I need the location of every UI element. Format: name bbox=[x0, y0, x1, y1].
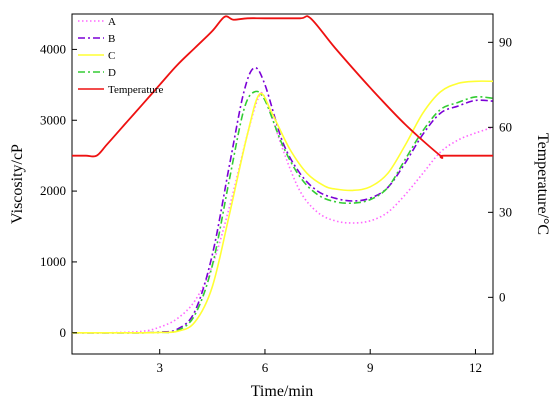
legend-label-d: D bbox=[108, 67, 116, 79]
x-axis-title: Time/min bbox=[251, 383, 314, 400]
x-tick-label: 6 bbox=[262, 360, 269, 375]
y2-tick-label: 0 bbox=[499, 289, 506, 304]
y-tick-label: 3000 bbox=[40, 112, 66, 127]
legend-label-c: C bbox=[108, 50, 115, 62]
legend-label-a: A bbox=[108, 16, 116, 28]
y2-tick-label: 60 bbox=[499, 119, 512, 134]
y2-tick-label: 90 bbox=[499, 34, 512, 49]
plot-frame bbox=[71, 13, 494, 355]
ticks-layer: 3 6 9 12 0 1000 2000 3000 4000 0 30 60 90 bbox=[40, 34, 512, 375]
series-line-b bbox=[72, 66, 494, 334]
legend-label-temperature: Temperature bbox=[108, 84, 164, 96]
series-line-a bbox=[71, 91, 494, 334]
legend-label-b: B bbox=[108, 33, 115, 45]
y-tick-label: 2000 bbox=[40, 183, 66, 198]
y-tick-label: 1000 bbox=[40, 254, 66, 269]
series-line-c bbox=[72, 80, 494, 334]
series-line-d bbox=[72, 90, 494, 334]
x-tick-label: 9 bbox=[367, 360, 374, 375]
x-tick-label: 12 bbox=[469, 360, 482, 375]
y-tick-label: 0 bbox=[60, 325, 67, 340]
y-axis-title: Viscosity/cP bbox=[9, 144, 26, 224]
series-line-temperature bbox=[72, 15, 493, 159]
y-tick-label: 4000 bbox=[40, 41, 66, 56]
y2-tick-label: 30 bbox=[499, 204, 512, 219]
y2-axis-title: Temperature/°C bbox=[534, 133, 550, 235]
x-tick-label: 3 bbox=[156, 360, 163, 375]
series-layer bbox=[71, 15, 494, 334]
